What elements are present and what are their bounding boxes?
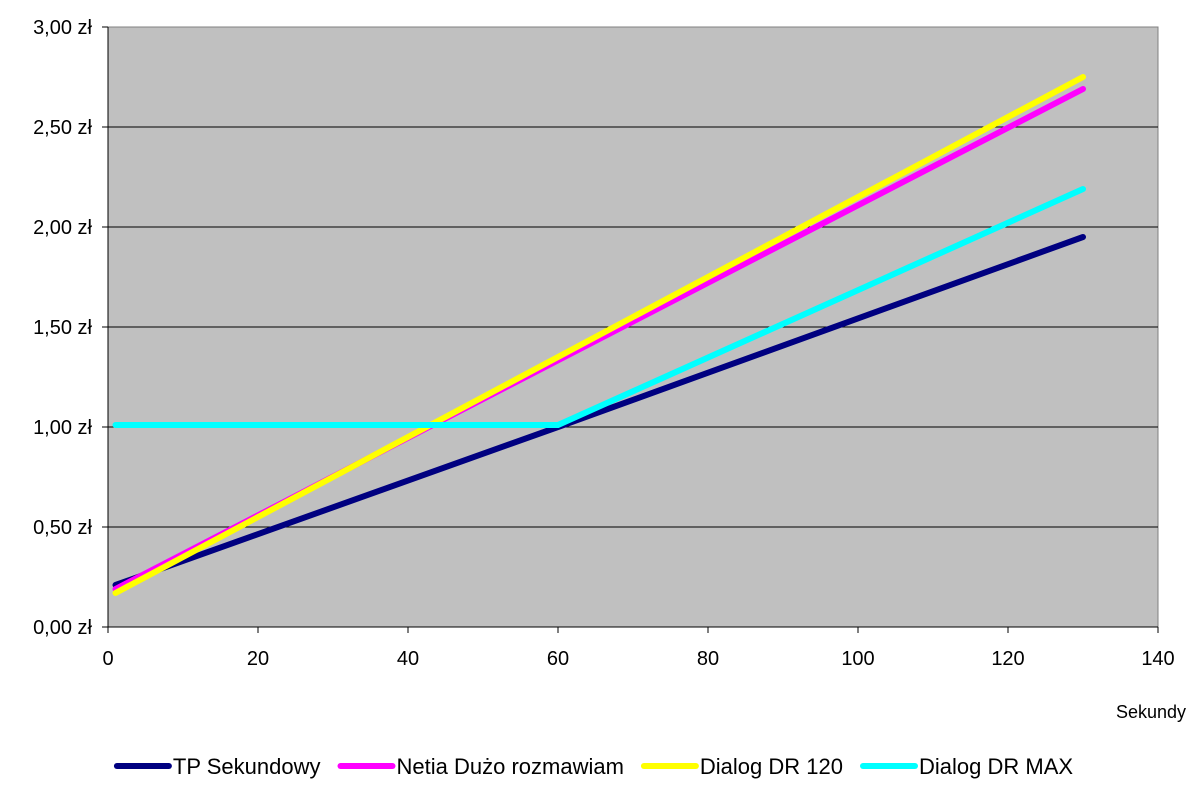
x-tick-label: 60 xyxy=(547,648,569,670)
x-tick-label: 80 xyxy=(697,648,719,670)
x-tick-label: 0 xyxy=(102,648,113,670)
legend: TP Sekundowy Netia Dużo rozmawiam Dialog D… xyxy=(113,754,1073,779)
series-line-4 xyxy=(112,186,1086,428)
y-tick-label: 1,00 zł xyxy=(33,417,92,439)
legend-item: TP Sekundowy xyxy=(113,754,321,779)
legend-item: Dialog DR MAX xyxy=(860,754,1073,779)
y-tick-label: 3,00 zł xyxy=(33,17,92,39)
x-tick-label: 100 xyxy=(841,648,874,670)
legend-item: Dialog DR 120 xyxy=(640,754,843,779)
axes: 0,00 zł 0,50 zł 1,00 zł 1,50 zł 2,00 zł 2,50 … xyxy=(33,17,1175,670)
x-tick-label: 20 xyxy=(247,648,269,670)
y-tick-label: 1,50 zł xyxy=(33,317,92,339)
series-line-3 xyxy=(112,74,1086,596)
legend-label: TP Sekundowy xyxy=(173,754,321,779)
legend-label: Netia Dużo rozmawiam xyxy=(397,754,624,779)
y-tick-label: 2,00 zł xyxy=(33,217,92,239)
x-tick-label: 40 xyxy=(397,648,419,670)
legend-label: Dialog DR 120 xyxy=(700,754,843,779)
y-tick-label: 0,50 zł xyxy=(33,517,92,539)
legend-label: Dialog DR MAX xyxy=(919,754,1073,779)
legend-item: Netia Dużo rozmawiam xyxy=(337,754,624,779)
x-axis-label: Sekundy xyxy=(1116,702,1186,722)
series-lines xyxy=(112,74,1086,596)
x-tick-label: 120 xyxy=(991,648,1024,670)
x-tick-label: 140 xyxy=(1141,648,1174,670)
y-tick-label: 0,00 zł xyxy=(33,617,92,639)
y-tick-label: 2,50 zł xyxy=(33,117,92,139)
